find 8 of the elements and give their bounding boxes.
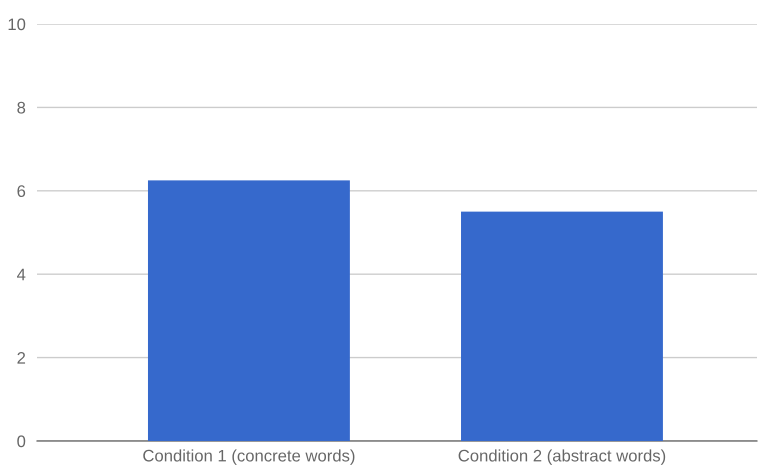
x-tick-label: Condition 1 (concrete words)	[143, 449, 354, 465]
x-tick-label: Condition 2 (abstract words)	[458, 449, 666, 465]
y-tick-label: 0	[17, 435, 26, 448]
y-tick-label: 2	[17, 352, 26, 364]
y-tick-label: 4	[17, 268, 26, 280]
y-tick-label: 8	[17, 102, 26, 114]
y-tick-label: 10	[8, 18, 26, 30]
y-tick-label: 6	[17, 185, 26, 198]
